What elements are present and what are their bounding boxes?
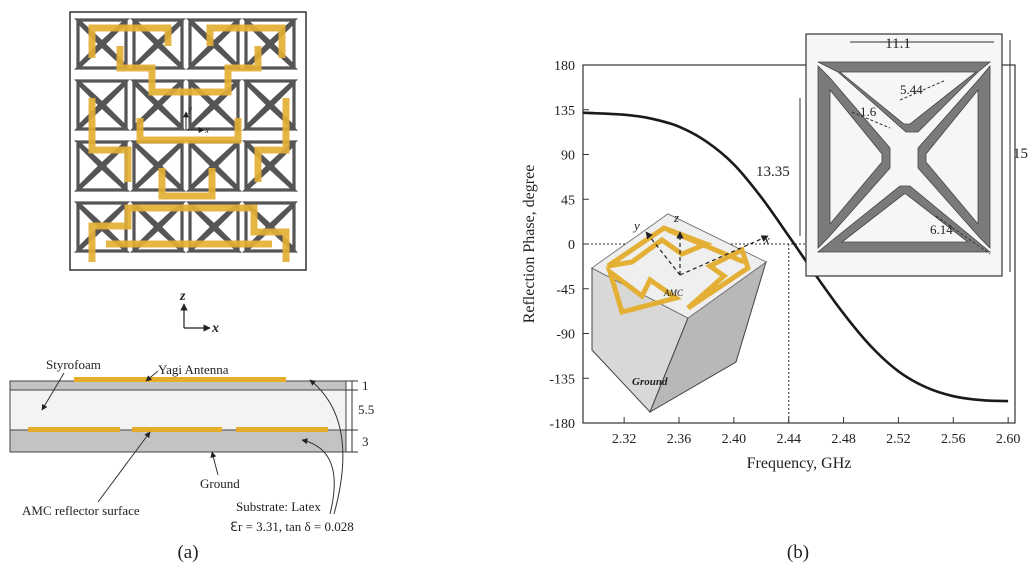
axis-ticks: 2.32 2.36 2.40 2.44 2.48 2.52 2.56 2.60 180 135 90… xyxy=(549,59,1020,447)
amc-unit-cell xyxy=(129,201,187,253)
x-tick-label: 2.52 xyxy=(886,432,911,447)
dim-substrate: 3 xyxy=(362,434,369,449)
inset-axis-y-label: y xyxy=(632,218,640,233)
x-tick-label: 2.48 xyxy=(831,432,856,447)
x-tick-label: 2.60 xyxy=(996,432,1021,447)
axis-z-label: z xyxy=(179,289,186,304)
styrofoam-top-layer xyxy=(9,380,347,391)
yagi-antenna-layer xyxy=(74,377,286,382)
y-axis-label: Reflection Phase, degree xyxy=(521,165,538,324)
yagi-antenna-label: Yagi Antenna xyxy=(158,362,229,377)
top-axis-x-label: x xyxy=(204,125,209,135)
inset-axis-z-label: z xyxy=(673,210,679,225)
dim-outer-height-label: 15 xyxy=(1013,146,1028,162)
caption-b: (b) xyxy=(787,542,809,563)
amc-3d-inset: z y x AMC Ground xyxy=(591,210,770,414)
x-tick-label: 2.56 xyxy=(941,432,966,447)
amc-unit-cell xyxy=(241,79,299,131)
y-tick-label: 180 xyxy=(554,59,575,74)
y-tick-label: -180 xyxy=(549,417,575,432)
dim-inner-height-label: 13.35 xyxy=(756,164,790,180)
inset-ground-label: Ground xyxy=(632,376,668,388)
amc-unit-cell xyxy=(185,201,243,253)
x-tick-label: 2.40 xyxy=(722,432,747,447)
layer-dimensions xyxy=(346,380,358,453)
latex-substrate-layer xyxy=(9,429,347,453)
series-line-reflection-phase xyxy=(582,111,1009,403)
dim-styrofoam: 5.5 xyxy=(358,402,374,417)
amc-reflector-label: AMC reflector surface xyxy=(22,503,140,518)
top-view-axes: y x xyxy=(183,104,209,135)
substrate-label: Substrate: Latex xyxy=(236,499,321,514)
ground-label: Ground xyxy=(200,476,240,491)
styrofoam-label: Styrofoam xyxy=(46,357,101,372)
amc-array-top-view: y x xyxy=(69,11,307,271)
dim-styrofoam-top: 1 xyxy=(362,378,369,393)
x-axis-label: Frequency, GHz xyxy=(747,455,852,472)
substrate-props-label: ℇr = 3.31, tan δ = 0.028 xyxy=(230,519,354,534)
y-tick-label: 135 xyxy=(554,104,575,119)
cross-section-axes: z x xyxy=(179,289,219,336)
amc-patch-2 xyxy=(132,427,222,432)
amc-patch-3 xyxy=(236,427,328,432)
y-tick-label: -90 xyxy=(556,328,575,343)
y-tick-label: -135 xyxy=(549,372,575,387)
top-axis-y-label: y xyxy=(187,104,192,114)
dim-diagonal-label: 6.14 xyxy=(930,222,953,237)
dim-gap-label: 1.6 xyxy=(860,104,877,119)
y-tick-label: 90 xyxy=(561,149,575,164)
cross-section-diagram: z x Styrofoam Yagi Antenna Ground AMC re… xyxy=(9,289,374,534)
styrofoam-layer xyxy=(9,389,347,431)
dim-width-label: 11.1 xyxy=(885,36,911,52)
caption-a: (a) xyxy=(177,542,198,563)
dim-arm-length-label: 5.44 xyxy=(900,82,923,97)
x-tick-label: 2.44 xyxy=(776,432,801,447)
inset-axis-x-label: x xyxy=(763,232,770,247)
inset-amc-label: AMC xyxy=(663,288,684,298)
y-tick-label: 0 xyxy=(568,238,575,253)
y-tick-label: -45 xyxy=(556,283,575,298)
yagi-antenna-pattern xyxy=(88,24,290,262)
y-tick-label: 45 xyxy=(561,193,575,208)
reflection-phase-chart: 2.32 2.36 2.40 2.44 2.48 2.52 2.56 2.60 180 135 90… xyxy=(521,59,1020,472)
x-tick-label: 2.32 xyxy=(612,432,637,447)
unit-cell-inset: 11.1 5.44 1.6 13.35 15 6.14 xyxy=(756,33,1028,277)
amc-patch-1 xyxy=(28,427,120,432)
axis-x-label: x xyxy=(211,321,219,336)
x-tick-label: 2.36 xyxy=(667,432,692,447)
